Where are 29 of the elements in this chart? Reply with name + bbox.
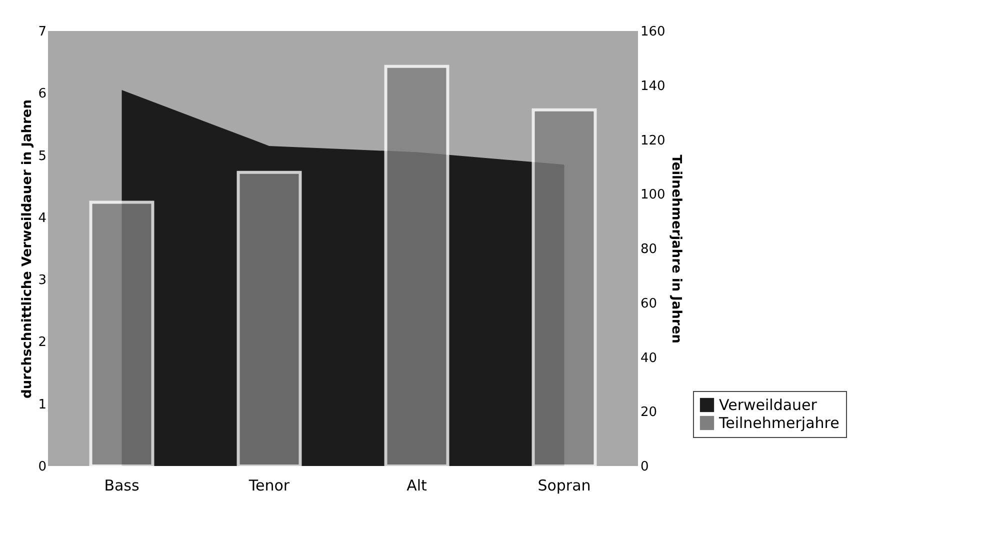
y-tick-label: 3 [38, 273, 46, 288]
x-tick-label: Alt [406, 476, 428, 494]
y2-tick-label: 80 [640, 242, 658, 257]
y-tick-label: 6 [38, 86, 46, 102]
y2-tick-label: 0 [640, 460, 649, 474]
legend-label: Verweildauer [719, 396, 818, 414]
y2-tick-label: 120 [640, 133, 666, 148]
y2-axis-title: Teilnehmerjahre in Jahren [668, 154, 684, 344]
y2-tick-label: 140 [640, 78, 666, 94]
y2-tick-label: 20 [640, 405, 658, 420]
y2-tick-label: 40 [640, 350, 658, 366]
y-tick-label: 5 [38, 148, 46, 164]
bar [236, 170, 302, 468]
y-tick-label: 0 [38, 460, 46, 474]
y-axis-title: durchschnittliche Verweildauer in Jahren [20, 100, 36, 398]
y2-tick-label: 100 [640, 188, 666, 203]
bar [89, 200, 154, 468]
bar [384, 64, 450, 468]
y2-tick-label: 160 [640, 24, 666, 40]
y-tick-label: 1 [38, 397, 46, 412]
legend-label: Teilnehmerjahre [718, 414, 840, 432]
y-tick-label: 7 [38, 24, 46, 40]
y-tick-label: 2 [38, 335, 46, 350]
x-tick-label: Bass [104, 476, 140, 494]
y-tick-label: 4 [38, 210, 46, 226]
bar [532, 108, 597, 468]
y2-tick-label: 60 [640, 296, 658, 312]
x-tick-label: Tenor [248, 476, 290, 494]
x-tick-label: Sopran [538, 476, 591, 494]
